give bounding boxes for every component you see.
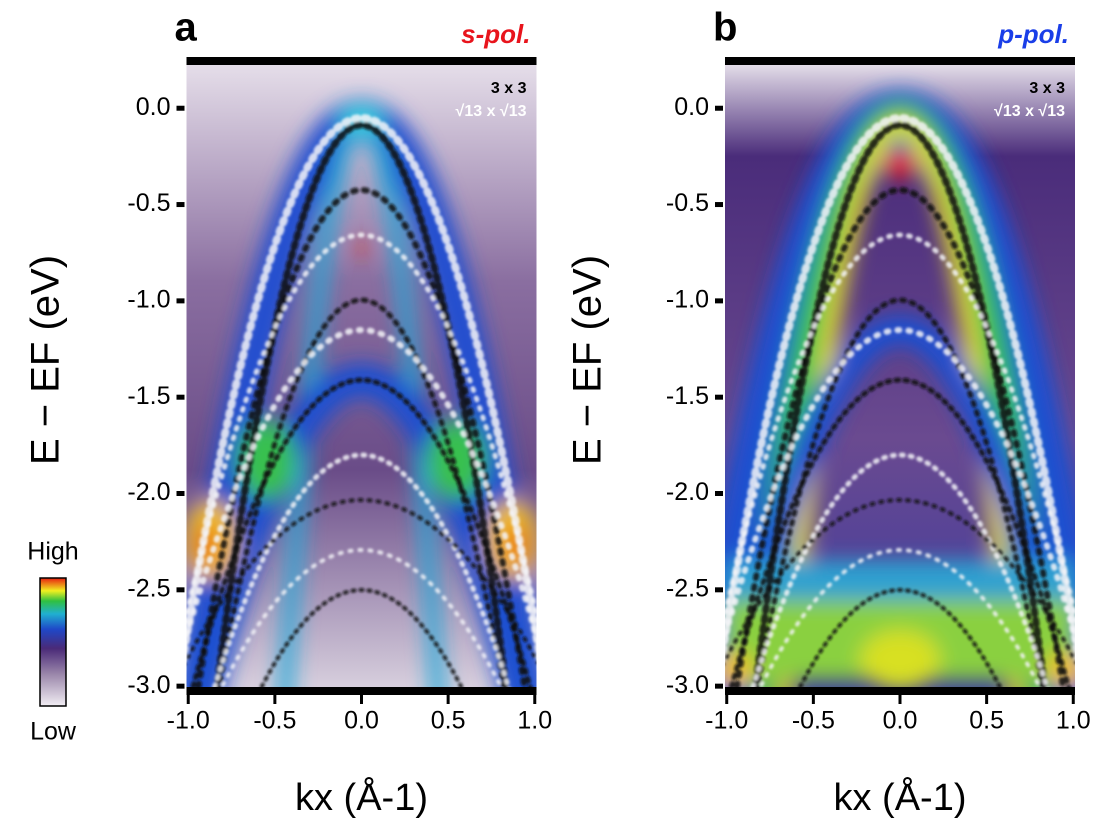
x-tick-label: 0.0	[344, 707, 379, 735]
x-tick-label: 1.0	[1056, 707, 1091, 735]
band	[725, 232, 1075, 626]
y-tick-label: -0.5	[127, 189, 170, 217]
y-axis-label: E − EF (eV)	[566, 255, 610, 465]
axis-bar-bottom	[186, 687, 537, 695]
x-tick-label: 1.0	[517, 707, 552, 735]
band	[725, 114, 1075, 662]
x-tick-label: 0.5	[431, 707, 466, 735]
y-tick-label: -2.0	[127, 478, 170, 506]
x-tick-label: -1.0	[167, 707, 210, 735]
calculated-bands	[725, 114, 1075, 690]
y-tick-label: -1.0	[666, 285, 709, 313]
y-tick-label: -1.5	[666, 382, 709, 410]
band	[733, 187, 1067, 690]
heatmap	[725, 62, 1075, 690]
intensity-spot	[884, 151, 916, 179]
band	[186, 232, 537, 626]
intensity-spot	[355, 240, 368, 256]
band	[189, 377, 534, 690]
y-tick-label: -0.5	[666, 189, 709, 217]
band	[728, 377, 1072, 690]
band	[211, 452, 512, 690]
band	[194, 187, 529, 690]
band	[751, 121, 1049, 690]
panel-label: a	[175, 6, 198, 50]
y-axis-label: E − EF (eV)	[24, 255, 68, 465]
band	[725, 327, 1075, 648]
y-tick-label: -2.0	[666, 478, 709, 506]
band	[186, 114, 537, 662]
band	[216, 297, 507, 690]
y-tick-label: 0.0	[136, 93, 171, 121]
band	[186, 327, 537, 648]
calculated-bands	[186, 114, 537, 690]
annotation: 3 x 3	[491, 80, 527, 97]
annotation: 3 x 3	[1029, 80, 1065, 97]
colorbar-high: High	[27, 538, 78, 566]
polarization: p-pol.	[997, 19, 1069, 49]
band	[749, 452, 1051, 690]
y-tick-label: -3.0	[127, 671, 170, 699]
band	[186, 498, 537, 665]
x-tick-label: -0.5	[792, 707, 835, 735]
x-tick-label: -1.0	[705, 707, 748, 735]
intensity-spot	[860, 630, 940, 690]
axis-bar-top	[186, 57, 537, 65]
y-tick-label: -3.0	[666, 671, 709, 699]
annotation: √13 x √13	[456, 103, 527, 120]
axis-bar-top	[725, 57, 1075, 65]
band	[796, 588, 1004, 690]
x-tick-label: -0.5	[253, 707, 296, 735]
band	[756, 548, 1044, 690]
y-tick-label: -1.5	[127, 382, 170, 410]
x-axis-label: kx (Å-1)	[295, 775, 428, 819]
axis-bar-bottom	[725, 687, 1075, 695]
colorbar-low: Low	[30, 718, 77, 746]
y-tick-label: -1.0	[127, 285, 170, 313]
x-tick-label: 0.5	[969, 707, 1004, 735]
annotation: √13 x √13	[994, 103, 1065, 120]
colorbar	[39, 577, 67, 707]
y-tick-label: -2.5	[127, 574, 170, 602]
band	[754, 297, 1046, 690]
polarization: s-pol.	[461, 19, 530, 49]
x-axis-label: kx (Å-1)	[834, 775, 967, 819]
y-tick-label: 0.0	[674, 93, 709, 121]
x-tick-label: 0.0	[883, 707, 918, 735]
band	[213, 121, 510, 690]
band	[725, 498, 1075, 665]
band	[218, 548, 505, 690]
band	[257, 588, 466, 690]
panel-label: b	[713, 6, 737, 50]
heatmap	[186, 62, 537, 690]
y-tick-label: -2.5	[666, 574, 709, 602]
